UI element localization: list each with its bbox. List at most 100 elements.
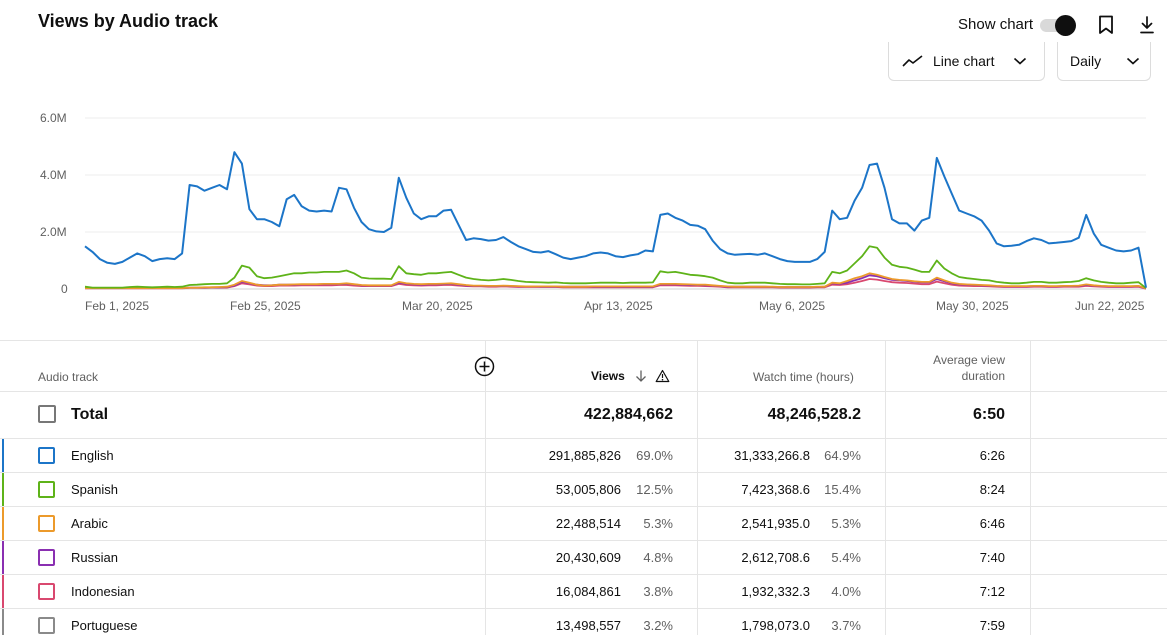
x-tick-label: Jun 22, 2025 (1075, 299, 1145, 313)
download-icon (1140, 16, 1154, 34)
audio-track-name: Portuguese (71, 618, 138, 633)
series-line-arabic (85, 272, 1147, 290)
chevron-down-icon (1013, 57, 1027, 65)
watch-time-percent: 3.7% (831, 618, 861, 633)
views-percent: 12.5% (636, 482, 673, 497)
column-header-avg-duration-line2: duration (961, 369, 1005, 383)
y-tick-label: 0 (61, 282, 68, 296)
column-header-avg-duration[interactable]: Average view (933, 353, 1005, 367)
avg-duration-value: 8:24 (979, 482, 1005, 497)
row-divider (0, 391, 1167, 392)
table-row[interactable]: English 291,885,826 69.0% 31,333,266.8 64.9%… (0, 439, 1167, 473)
series-color-bar (2, 609, 4, 635)
y-tick-label: 2.0M (40, 225, 67, 239)
watch-time-value: 1,798,073.0 (741, 618, 810, 633)
series-checkbox[interactable] (38, 515, 55, 532)
page-title: Views by Audio track (38, 11, 219, 31)
x-tick-label: Apr 13, 2025 (584, 299, 653, 313)
views-value: 13,498,557 (555, 618, 621, 633)
series-checkbox[interactable] (38, 583, 55, 600)
audio-track-name: Spanish (71, 482, 118, 497)
bookmark-icon (1099, 15, 1113, 34)
table-row[interactable]: Portuguese 13,498,557 3.2% 1,798,073.0 3.7% 7… (0, 609, 1167, 635)
y-tick-label: 4.0M (40, 168, 67, 182)
table-row[interactable]: Spanish 53,005,806 12.5% 7,423,368.6 15.4% 8:… (0, 473, 1167, 507)
series-checkbox[interactable] (38, 481, 55, 498)
table-row[interactable]: Russian 20,430,609 4.8% 2,612,708.6 5.4% 7:40 (0, 541, 1167, 575)
watch-time-percent: 15.4% (824, 482, 861, 497)
row-divider (0, 608, 1167, 609)
column-divider (697, 341, 698, 635)
x-tick-label: Feb 1, 2025 (85, 299, 150, 313)
column-header-watch-time[interactable]: Watch time (hours) (753, 370, 854, 384)
audio-track-name: Russian (71, 550, 118, 565)
avg-duration-value: 6:46 (979, 516, 1005, 531)
watch-time-value: 2,541,935.0 (741, 516, 810, 531)
toggle-knob (1055, 15, 1076, 36)
total-row: Total 422,884,662 48,246,528.2 6:50 (0, 391, 1167, 439)
views-value: 16,084,861 (555, 584, 621, 599)
views-value: 291,885,826 (548, 448, 621, 463)
views-percent: 4.8% (643, 550, 673, 565)
show-chart-label: Show chart (958, 16, 1034, 33)
row-divider (0, 438, 1167, 439)
watch-time-value: 1,932,332.3 (741, 584, 810, 599)
add-circle-icon (474, 356, 495, 377)
avg-duration-value: 7:40 (979, 550, 1005, 565)
total-checkbox[interactable] (38, 405, 56, 423)
table-row[interactable]: Arabic 22,488,514 5.3% 2,541,935.0 5.3% 6:46 (0, 507, 1167, 541)
total-views: 422,884,662 (584, 406, 673, 423)
audio-track-name: English (71, 448, 114, 463)
watch-time-percent: 4.0% (831, 584, 861, 599)
series-color-bar (2, 473, 4, 507)
watch-time-value: 7,423,368.6 (741, 482, 810, 497)
arrow-down-icon (635, 370, 646, 382)
chart-type-value: Line chart (933, 53, 995, 69)
granularity-dropdown[interactable]: Daily (1057, 42, 1151, 81)
watch-time-value: 31,333,266.8 (734, 448, 810, 463)
watch-time-percent: 5.3% (831, 516, 861, 531)
column-divider (885, 341, 886, 635)
avg-duration-value: 7:59 (979, 618, 1005, 633)
total-avg-duration: 6:50 (972, 406, 1005, 423)
views-value: 20,430,609 (555, 550, 621, 565)
series-line-spanish (84, 245, 1147, 289)
row-divider (0, 472, 1167, 473)
views-value: 53,005,806 (555, 482, 621, 497)
views-percent: 3.8% (643, 584, 673, 599)
views-line-chart (84, 117, 1147, 290)
bookmark-button[interactable] (1095, 13, 1117, 37)
views-header-label: Views (591, 369, 625, 383)
series-color-bar (2, 439, 4, 473)
table-row[interactable]: Indonesian 16,084,861 3.8% 1,932,332.3 4.0% 7… (0, 575, 1167, 609)
audio-track-name: Indonesian (71, 584, 135, 599)
x-tick-label: May 6, 2025 (759, 299, 826, 313)
show-chart-toggle[interactable] (1038, 15, 1076, 36)
x-tick-label: Mar 20, 2025 (402, 299, 473, 313)
audio-track-name: Arabic (71, 516, 108, 531)
column-header-audio-track[interactable]: Audio track (38, 370, 99, 384)
column-header-views[interactable]: Views (591, 369, 670, 383)
series-checkbox[interactable] (38, 617, 55, 634)
series-color-bar (2, 575, 4, 609)
avg-duration-value: 7:12 (979, 584, 1005, 599)
series-checkbox[interactable] (38, 549, 55, 566)
watch-time-percent: 5.4% (831, 550, 861, 565)
series-line-english (84, 151, 1147, 288)
column-divider (485, 341, 486, 635)
line-chart-icon (902, 55, 923, 67)
series-color-bar (2, 507, 4, 541)
add-metric-button[interactable] (474, 356, 495, 377)
y-tick-label: 6.0M (40, 111, 67, 125)
download-button[interactable] (1136, 13, 1158, 37)
views-value: 22,488,514 (555, 516, 621, 531)
series-checkbox[interactable] (38, 447, 55, 464)
views-percent: 5.3% (643, 516, 673, 531)
row-divider (0, 540, 1167, 541)
x-tick-label: Feb 25, 2025 (230, 299, 301, 313)
series-color-bar (2, 541, 4, 575)
chart-type-dropdown[interactable]: Line chart (888, 42, 1045, 81)
avg-duration-value: 6:26 (979, 448, 1005, 463)
total-label: Total (71, 406, 109, 423)
column-divider (1030, 341, 1031, 635)
